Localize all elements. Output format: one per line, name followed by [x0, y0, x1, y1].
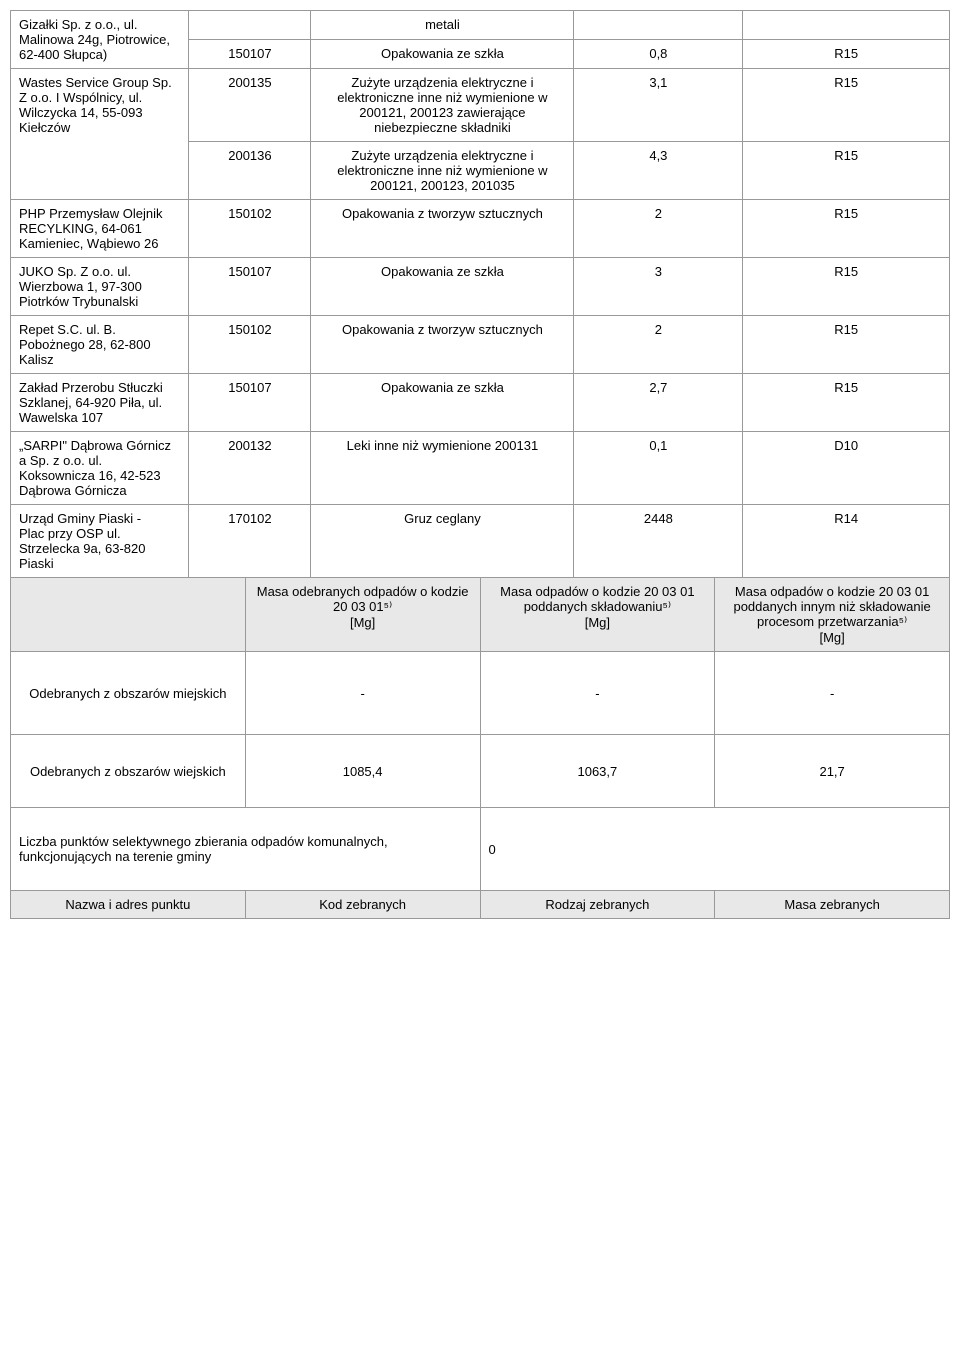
- process-code: R15: [743, 200, 950, 258]
- entity-name: Repet S.C. ul. B. Pobożnego 28, 62-800 K…: [11, 316, 189, 374]
- summary-row-label: Odebranych z obszarów miejskich: [11, 652, 246, 735]
- summary-row-value: 1063,7: [480, 735, 715, 808]
- waste-mass: 3: [574, 258, 743, 316]
- waste-code: 170102: [189, 505, 311, 578]
- summary-row-value: 21,7: [715, 735, 950, 808]
- summary-row-value: -: [715, 652, 950, 735]
- waste-description: Opakowania z tworzyw sztucznych: [311, 316, 574, 374]
- waste-code: 150107: [189, 258, 311, 316]
- footer-header-mass: Masa zebranych: [715, 891, 950, 919]
- summary-row-label: Odebranych z obszarów wiejskich: [11, 735, 246, 808]
- entity-name: Zakład Przerobu Stłuczki Szklanej, 64-92…: [11, 374, 189, 432]
- points-label: Liczba punktów selektywnego zbierania od…: [11, 808, 481, 891]
- waste-description: Opakowania ze szkła: [311, 374, 574, 432]
- summary-row-value: -: [245, 652, 480, 735]
- waste-mass: [574, 11, 743, 40]
- points-value: 0: [480, 808, 950, 891]
- waste-code: [189, 11, 311, 40]
- waste-code: 150102: [189, 200, 311, 258]
- waste-description: metali: [311, 11, 574, 40]
- summary-header-storage: Masa odpadów o kodzie 20 03 01 poddanych…: [480, 578, 715, 652]
- summary-header-mass: Masa odebranych odpadów o kodzie 20 03 0…: [245, 578, 480, 652]
- waste-description: Opakowania z tworzyw sztucznych: [311, 200, 574, 258]
- waste-code: 200132: [189, 432, 311, 505]
- summary-header-blank: [11, 578, 246, 652]
- waste-description: Zużyte urządzenia elektryczne i elektron…: [311, 69, 574, 142]
- process-code: R15: [743, 69, 950, 142]
- main-data-table: Gizałki Sp. z o.o., ul. Malinowa 24g, Pi…: [10, 10, 950, 578]
- footer-header-name: Nazwa i adres punktu: [11, 891, 246, 919]
- process-code: R15: [743, 374, 950, 432]
- entity-name: „SARPI" Dąbrowa Górnicz a Sp. z o.o. ul.…: [11, 432, 189, 505]
- waste-description: Opakowania ze szkła: [311, 40, 574, 69]
- process-code: R15: [743, 316, 950, 374]
- footer-header-code: Kod zebranych: [245, 891, 480, 919]
- summary-table: Masa odebranych odpadów o kodzie 20 03 0…: [10, 577, 950, 919]
- waste-description: Zużyte urządzenia elektryczne i elektron…: [311, 142, 574, 200]
- waste-description: Gruz ceglany: [311, 505, 574, 578]
- process-code: R15: [743, 258, 950, 316]
- process-code: R15: [743, 142, 950, 200]
- waste-code: 150107: [189, 374, 311, 432]
- waste-code: 200135: [189, 69, 311, 142]
- summary-header-other: Masa odpadów o kodzie 20 03 01 poddanych…: [715, 578, 950, 652]
- summary-row-value: 1085,4: [245, 735, 480, 808]
- waste-mass: 2448: [574, 505, 743, 578]
- waste-mass: 2: [574, 200, 743, 258]
- process-code: R15: [743, 40, 950, 69]
- process-code: D10: [743, 432, 950, 505]
- waste-description: Leki inne niż wymienione 200131: [311, 432, 574, 505]
- entity-name: JUKO Sp. Z o.o. ul. Wierzbowa 1, 97-300 …: [11, 258, 189, 316]
- waste-code: 200136: [189, 142, 311, 200]
- waste-mass: 3,1: [574, 69, 743, 142]
- entity-name: Gizałki Sp. z o.o., ul. Malinowa 24g, Pi…: [11, 11, 189, 69]
- waste-description: Opakowania ze szkła: [311, 258, 574, 316]
- footer-header-type: Rodzaj zebranych: [480, 891, 715, 919]
- waste-mass: 0,1: [574, 432, 743, 505]
- entity-name: Wastes Service Group Sp. Z o.o. I Wspóln…: [11, 69, 189, 200]
- entity-name: Urząd Gminy Piaski - Plac przy OSP ul. S…: [11, 505, 189, 578]
- process-code: [743, 11, 950, 40]
- waste-mass: 2: [574, 316, 743, 374]
- waste-mass: 0,8: [574, 40, 743, 69]
- entity-name: PHP Przemysław Olejnik RECYLKING, 64-061…: [11, 200, 189, 258]
- waste-mass: 4,3: [574, 142, 743, 200]
- waste-code: 150102: [189, 316, 311, 374]
- process-code: R14: [743, 505, 950, 578]
- waste-code: 150107: [189, 40, 311, 69]
- waste-mass: 2,7: [574, 374, 743, 432]
- summary-row-value: -: [480, 652, 715, 735]
